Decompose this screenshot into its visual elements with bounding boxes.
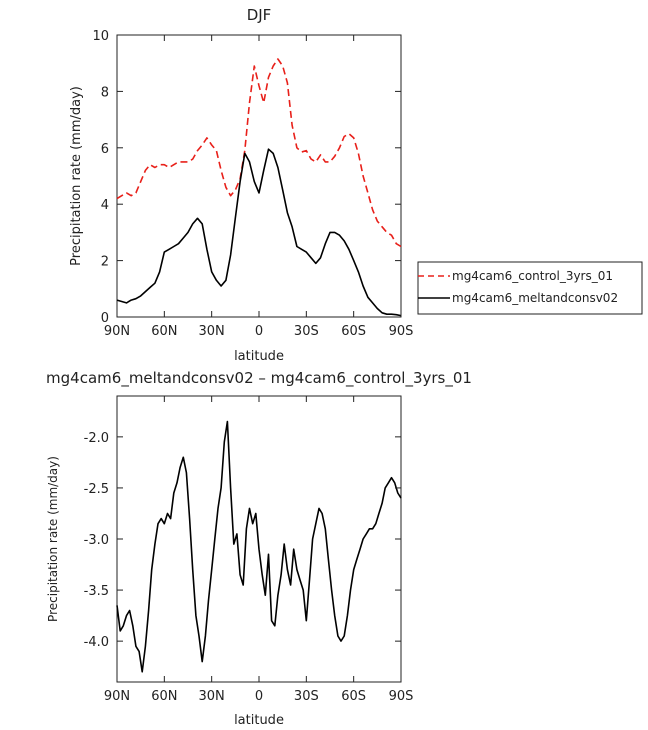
top-plot-frame xyxy=(116,34,402,318)
top-x-tick-label: 30S xyxy=(294,324,319,339)
bottom-panel: mg4cam6_meltandconsv02 – mg4cam6_control… xyxy=(46,369,472,728)
top-series-group xyxy=(116,58,402,317)
legend-label-control: mg4cam6_control_3yrs_01 xyxy=(452,269,613,283)
top-x-tick-label: 90N xyxy=(104,324,130,339)
top-series-line-1 xyxy=(116,148,402,317)
top-y-tick-label: 10 xyxy=(92,29,109,44)
top-y-tick-label: 2 xyxy=(101,255,109,270)
top-x-tick-label: 90S xyxy=(389,324,414,339)
top-y-tick-label: 8 xyxy=(101,85,109,100)
top-xlabel: latitude xyxy=(234,349,284,364)
top-ylabel: Precipitation rate (mm/day) xyxy=(69,86,84,266)
top-y-tick-label: 0 xyxy=(101,311,109,326)
bottom-xlabel: latitude xyxy=(234,713,284,728)
top-x-tick-label: 60S xyxy=(341,324,366,339)
top-y-tick-label: 4 xyxy=(101,198,109,213)
top-x-tick-label: 30N xyxy=(199,324,225,339)
bottom-y-tick-label: -4.0 xyxy=(84,635,109,650)
bottom-ylabel: Precipitation rate (mm/day) xyxy=(46,456,60,622)
legend-box xyxy=(417,261,643,315)
bottom-series-line-0 xyxy=(116,420,402,673)
bottom-title: mg4cam6_meltandconsv02 – mg4cam6_control… xyxy=(46,369,472,388)
bottom-plot-frame xyxy=(116,395,402,683)
bottom-x-tick-label: 90S xyxy=(389,689,414,704)
top-y-tick-label: 6 xyxy=(101,142,109,157)
top-series-line-0 xyxy=(116,58,402,248)
legend-label-meltandconsv: mg4cam6_meltandconsv02 xyxy=(452,291,618,305)
bottom-series-group xyxy=(116,420,402,673)
bottom-x-tick-label: 30N xyxy=(199,689,225,704)
bottom-x-tick-label: 0 xyxy=(255,689,263,704)
bottom-x-tick-label: 90N xyxy=(104,689,130,704)
bottom-y-tick-label: -2.5 xyxy=(84,482,109,497)
bottom-x-tick-label: 60S xyxy=(341,689,366,704)
top-title: DJF xyxy=(247,6,272,24)
bottom-ticks-group: 90N 60N 30N 0 30S 60S 90S -4.0 -3.5 -3.0 -2.5 -2.0 xyxy=(84,396,414,704)
bottom-y-tick-label: -2.0 xyxy=(84,431,109,446)
legend: mg4cam6_control_3yrs_01 mg4cam6_meltandc… xyxy=(417,261,643,315)
bottom-x-tick-label: 30S xyxy=(294,689,319,704)
bottom-y-tick-label: -3.0 xyxy=(84,533,109,548)
top-x-tick-label: 60N xyxy=(151,324,177,339)
bottom-x-tick-label: 60N xyxy=(151,689,177,704)
top-ticks-group: 90N 60N 30N 0 30S 60S 90S 0 2 4 6 8 10 xyxy=(92,29,413,339)
bottom-y-tick-label: -3.5 xyxy=(84,584,109,599)
top-x-tick-label: 0 xyxy=(255,324,263,339)
